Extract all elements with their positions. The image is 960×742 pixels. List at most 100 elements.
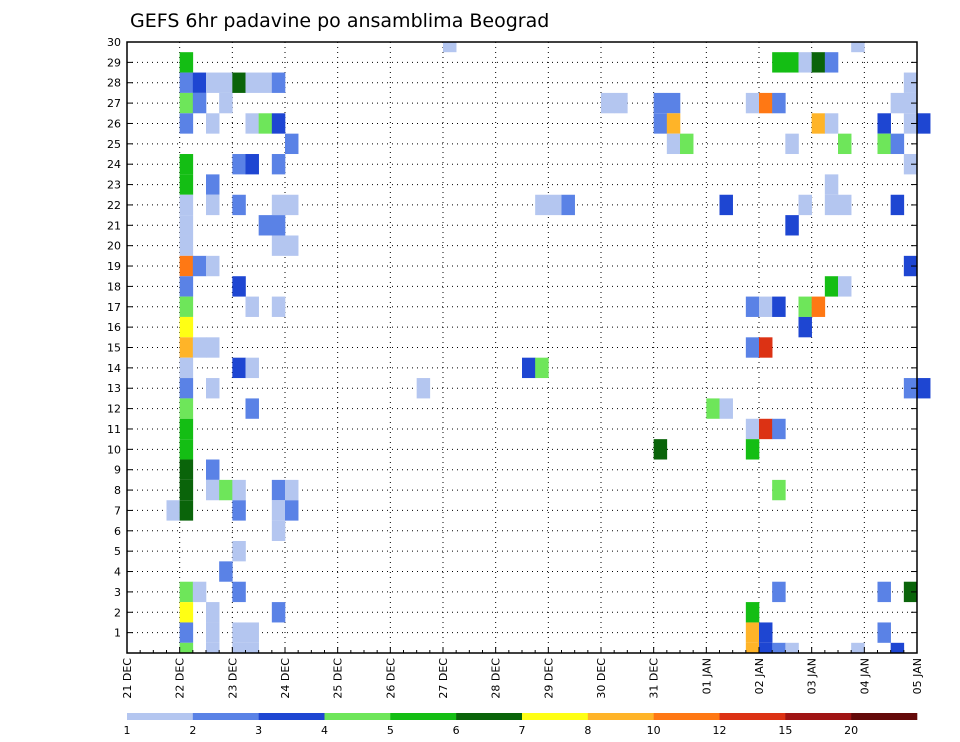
heatmap-cell (206, 459, 220, 480)
heatmap-cell (601, 92, 615, 114)
heatmap-cell (179, 602, 194, 623)
heatmap-cell (785, 215, 799, 236)
heatmap-cell (219, 72, 233, 93)
heatmap-cell (245, 72, 259, 93)
x-tick-label: 30 DEC (595, 658, 608, 699)
legend-label: 6 (453, 724, 460, 737)
x-tick-label: 27 DEC (437, 658, 450, 699)
heatmap-cell (245, 622, 259, 643)
heatmap-cell (890, 92, 905, 114)
heatmap-cell (232, 642, 246, 653)
legend-label: 20 (844, 724, 858, 737)
heatmap-cell (179, 235, 194, 256)
heatmap-cell (179, 113, 194, 134)
heatmap-cell (192, 581, 207, 603)
heatmap-cell (772, 296, 786, 317)
heatmap-cell (179, 296, 194, 317)
heatmap-cell (745, 439, 760, 460)
heatmap-cell (219, 92, 233, 114)
heatmap-cell (443, 42, 457, 53)
heatmap-cell (206, 194, 220, 216)
heatmap-cell (785, 133, 799, 155)
heatmap-cell (759, 92, 773, 114)
y-tick-label: 10 (107, 443, 121, 456)
heatmap-cell (877, 113, 891, 134)
heatmap-cell (285, 479, 299, 501)
x-tick-label: 05 JAN (911, 658, 924, 694)
heatmap-cell (719, 398, 733, 419)
heatmap-cell (785, 52, 799, 73)
heatmap-cell (192, 72, 207, 93)
heatmap-cell (535, 194, 549, 216)
heatmap-cell (838, 194, 852, 216)
heatmap-cell (179, 337, 194, 358)
y-tick-label: 1 (114, 627, 121, 640)
legend-swatch (522, 713, 589, 720)
y-tick-label: 3 (114, 586, 121, 599)
heatmap-cell (232, 479, 246, 501)
heatmap-cell (245, 642, 259, 653)
y-tick-label: 4 (114, 566, 121, 579)
heatmap-cell (206, 602, 220, 623)
cells-layer (166, 42, 931, 653)
heatmap-cell (179, 439, 194, 460)
heatmap-cell (206, 113, 220, 134)
heatmap-cell (179, 72, 194, 93)
heatmap-cell (271, 235, 286, 256)
heatmap-cell (759, 296, 773, 317)
heatmap-cell (877, 133, 891, 155)
heatmap-cell (179, 92, 194, 114)
heatmap-cell (614, 92, 628, 114)
heatmap-cell (166, 500, 180, 521)
legend-swatch (127, 713, 194, 720)
heatmap-cell (232, 72, 246, 93)
heatmap-cell (245, 113, 259, 134)
heatmap-cell (179, 52, 194, 73)
heatmap-cell (179, 622, 194, 643)
heatmap-cell (206, 255, 220, 277)
heatmap-cell (206, 622, 220, 643)
heatmap-cell (232, 622, 246, 643)
legend-label: 2 (189, 724, 196, 737)
y-tick-label: 2 (114, 606, 121, 619)
x-tick-label: 22 DEC (174, 658, 187, 699)
y-tick-label: 26 (107, 117, 121, 130)
heatmap-cell (179, 276, 194, 297)
chart-title: GEFS 6hr padavine po ansamblima Beograd (130, 10, 549, 32)
heatmap-cell (285, 500, 299, 521)
heatmap-cell (917, 113, 931, 134)
heatmap-cell (772, 52, 786, 73)
y-tick-label: 21 (107, 219, 121, 232)
heatmap-cell (798, 194, 812, 216)
heatmap-cell (232, 154, 246, 175)
x-tick-label: 29 DEC (542, 658, 555, 699)
y-tick-label: 13 (107, 382, 121, 395)
heatmap-cell (179, 581, 194, 603)
heatmap-cell (245, 398, 259, 419)
heatmap-cell (772, 92, 786, 114)
heatmap-cell (285, 133, 299, 155)
heatmap-cell (271, 72, 286, 93)
heatmap-cell (719, 194, 733, 216)
heatmap-cell (179, 378, 194, 399)
heatmap-cell (179, 215, 194, 236)
heatmap-cell (206, 337, 220, 358)
heatmap-cell (824, 52, 839, 73)
y-tick-label: 15 (107, 342, 121, 355)
x-tick-label: 21 DEC (121, 658, 134, 699)
x-tick-label: 26 DEC (384, 658, 397, 699)
heatmap-cell (772, 418, 786, 440)
heatmap-cell (851, 42, 865, 53)
heatmap-cell (271, 194, 286, 216)
heatmap-cell (890, 133, 905, 155)
y-tick-label: 20 (107, 240, 121, 253)
legend-label: 12 (713, 724, 727, 737)
heatmap-cell (179, 174, 194, 195)
heatmap-cell (535, 357, 549, 379)
legend-label: 15 (778, 724, 792, 737)
legend-swatch (653, 713, 720, 720)
legend-swatch (192, 713, 259, 720)
x-tick-label: 25 DEC (332, 658, 345, 699)
heatmap-cell (179, 357, 194, 379)
y-tick-label: 23 (107, 179, 121, 192)
